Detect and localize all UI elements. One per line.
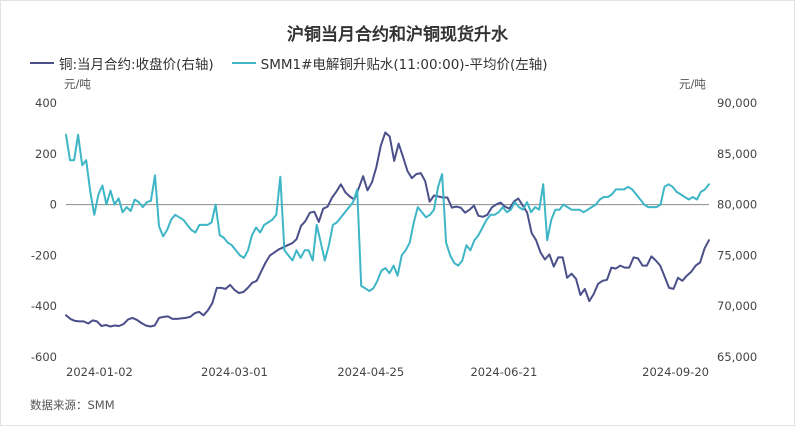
legend-item-smm-premium[interactable]: SMM1#电解铜升贴水(11:00:00)-平均价(左轴) — [231, 53, 548, 73]
right-tick-label: 70,000 — [717, 299, 757, 313]
x-tick-label: 2024-06-21 — [470, 365, 537, 379]
right-tick-label: 80,000 — [717, 198, 757, 212]
left-tick-label: 400 — [35, 96, 57, 110]
legend[interactable]: 铜:当月合约:收盘价(右轴) SMM1#电解铜升贴水(11:00:00)-平均价… — [30, 53, 565, 73]
x-tick-label: 2024-09-20 — [642, 365, 709, 379]
x-tick-label: 2024-04-25 — [337, 365, 404, 379]
series-line-copper-price[interactable] — [65, 131, 710, 328]
right-tick-label: 85,000 — [717, 147, 757, 161]
left-axis-unit: 元/吨 — [64, 77, 91, 91]
x-tick-label: 2024-03-01 — [201, 365, 268, 379]
left-tick-label: -200 — [31, 248, 57, 262]
left-tick-label: -400 — [31, 299, 57, 313]
x-tick-label: 2024-01-02 — [66, 365, 133, 379]
right-tick-label: 65,000 — [717, 350, 757, 364]
data-source: 数据来源：SMM — [30, 398, 115, 412]
legend-label-smm-premium: SMM1#电解铜升贴水(11:00:00)-平均价(左轴) — [260, 57, 548, 73]
series-line-smm-premium[interactable] — [65, 133, 710, 292]
left-tick-label: 200 — [35, 147, 57, 161]
right-tick-label: 90,000 — [717, 96, 757, 110]
legend-label-copper-price: 铜:当月合约:收盘价(右轴) — [59, 57, 214, 73]
legend-item-copper-price[interactable]: 铜:当月合约:收盘价(右轴) — [30, 53, 214, 73]
legend-swatch-copper-price — [30, 62, 54, 64]
right-axis-unit: 元/吨 — [679, 77, 706, 91]
right-tick-label: 75,000 — [717, 248, 757, 262]
legend-swatch-smm-premium — [231, 62, 256, 64]
chart-title: 沪铜当月合约和沪铜现货升水 — [287, 25, 508, 45]
left-tick-label: -600 — [31, 350, 57, 364]
left-tick-label: 0 — [50, 198, 57, 212]
